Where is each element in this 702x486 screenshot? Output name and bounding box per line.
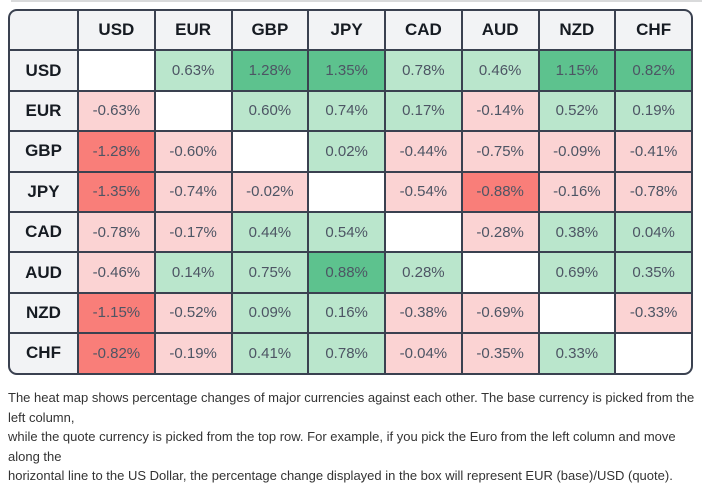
corner-cell xyxy=(10,11,77,50)
row-header-jpy: JPY xyxy=(10,172,77,211)
cell-eur-nzd: 0.52% xyxy=(539,91,615,131)
row-header-gbp: GBP xyxy=(10,132,77,171)
cell-gbp-jpy: 0.02% xyxy=(309,132,384,171)
cell-jpy-jpy xyxy=(309,172,384,211)
row-header-cad: CAD xyxy=(10,212,77,252)
cell-aud-cad: 0.28% xyxy=(386,253,461,292)
row-header-chf: CHF xyxy=(10,334,77,373)
cell-jpy-aud: -0.88% xyxy=(462,172,538,211)
cell-chf-nzd: 0.33% xyxy=(539,334,615,373)
cell-eur-eur xyxy=(155,91,231,131)
top-divider xyxy=(11,0,702,2)
cell-gbp-gbp xyxy=(232,132,308,171)
heatmap-description-line: while the quote currency is picked from … xyxy=(8,429,676,464)
cell-eur-chf: 0.19% xyxy=(616,91,691,131)
cell-aud-aud xyxy=(462,253,538,292)
cell-chf-eur: -0.19% xyxy=(155,334,231,373)
cell-eur-cad: 0.17% xyxy=(386,91,461,131)
col-header-cad: CAD xyxy=(386,11,461,50)
cell-nzd-chf: -0.33% xyxy=(616,293,691,333)
cell-cad-chf: 0.04% xyxy=(616,212,691,252)
row-header-aud: AUD xyxy=(10,253,77,292)
cell-chf-usd: -0.82% xyxy=(79,334,154,373)
cell-aud-chf: 0.35% xyxy=(616,253,691,292)
cell-cad-nzd: 0.38% xyxy=(539,212,615,252)
col-header-jpy: JPY xyxy=(309,11,384,50)
cell-gbp-chf: -0.41% xyxy=(616,132,691,171)
cell-nzd-jpy: 0.16% xyxy=(309,293,384,333)
currency-heatmap: USD EUR GBP JPY CAD AUD NZD CHF USD 0.63% 1.28% 1.3… xyxy=(8,9,693,375)
heatmap-description-line: The heat map shows percentage changes of… xyxy=(8,390,695,425)
cell-usd-cad: 0.78% xyxy=(386,51,461,90)
col-header-usd: USD xyxy=(79,11,154,50)
cell-jpy-usd: -1.35% xyxy=(79,172,154,211)
col-header-nzd: NZD xyxy=(539,11,615,50)
cell-eur-aud: -0.14% xyxy=(462,91,538,131)
cell-chf-chf xyxy=(616,334,691,373)
cell-usd-usd xyxy=(79,51,154,90)
cell-aud-eur: 0.14% xyxy=(155,253,231,292)
row-header-usd: USD xyxy=(10,51,77,90)
cell-aud-jpy: 0.88% xyxy=(309,253,384,292)
cell-nzd-usd: -1.15% xyxy=(79,293,154,333)
col-header-gbp: GBP xyxy=(232,11,308,50)
col-header-chf: CHF xyxy=(616,11,691,50)
row-header-nzd: NZD xyxy=(10,293,77,333)
cell-aud-gbp: 0.75% xyxy=(232,253,308,292)
cell-usd-aud: 0.46% xyxy=(462,51,538,90)
cell-cad-aud: -0.28% xyxy=(462,212,538,252)
cell-gbp-cad: -0.44% xyxy=(386,132,461,171)
cell-chf-jpy: 0.78% xyxy=(309,334,384,373)
cell-eur-usd: -0.63% xyxy=(79,91,154,131)
cell-usd-gbp: 1.28% xyxy=(232,51,308,90)
cell-chf-cad: -0.04% xyxy=(386,334,461,373)
cell-jpy-nzd: -0.16% xyxy=(539,172,615,211)
cell-aud-usd: -0.46% xyxy=(79,253,154,292)
cell-nzd-gbp: 0.09% xyxy=(232,293,308,333)
cell-gbp-usd: -1.28% xyxy=(79,132,154,171)
cell-jpy-gbp: -0.02% xyxy=(232,172,308,211)
cell-nzd-aud: -0.69% xyxy=(462,293,538,333)
cell-cad-cad xyxy=(386,212,461,252)
row-header-eur: EUR xyxy=(10,91,77,131)
cell-gbp-eur: -0.60% xyxy=(155,132,231,171)
cell-jpy-eur: -0.74% xyxy=(155,172,231,211)
cell-usd-chf: 0.82% xyxy=(616,51,691,90)
cell-gbp-aud: -0.75% xyxy=(462,132,538,171)
cell-usd-nzd: 1.15% xyxy=(539,51,615,90)
col-header-aud: AUD xyxy=(462,11,538,50)
cell-nzd-cad: -0.38% xyxy=(386,293,461,333)
cell-eur-gbp: 0.60% xyxy=(232,91,308,131)
cell-chf-gbp: 0.41% xyxy=(232,334,308,373)
cell-cad-gbp: 0.44% xyxy=(232,212,308,252)
cell-chf-aud: -0.35% xyxy=(462,334,538,373)
cell-gbp-nzd: -0.09% xyxy=(539,132,615,171)
cell-aud-nzd: 0.69% xyxy=(539,253,615,292)
cell-eur-jpy: 0.74% xyxy=(309,91,384,131)
heatmap-description-line: horizontal line to the US Dollar, the pe… xyxy=(8,468,673,483)
cell-usd-jpy: 1.35% xyxy=(309,51,384,90)
cell-nzd-nzd xyxy=(539,293,615,333)
cell-cad-jpy: 0.54% xyxy=(309,212,384,252)
cell-cad-usd: -0.78% xyxy=(79,212,154,252)
cell-nzd-eur: -0.52% xyxy=(155,293,231,333)
cell-usd-eur: 0.63% xyxy=(155,51,231,90)
heatmap-description: The heat map shows percentage changes of… xyxy=(8,388,702,486)
cell-cad-eur: -0.17% xyxy=(155,212,231,252)
cell-jpy-cad: -0.54% xyxy=(386,172,461,211)
cell-jpy-chf: -0.78% xyxy=(616,172,691,211)
col-header-eur: EUR xyxy=(155,11,231,50)
